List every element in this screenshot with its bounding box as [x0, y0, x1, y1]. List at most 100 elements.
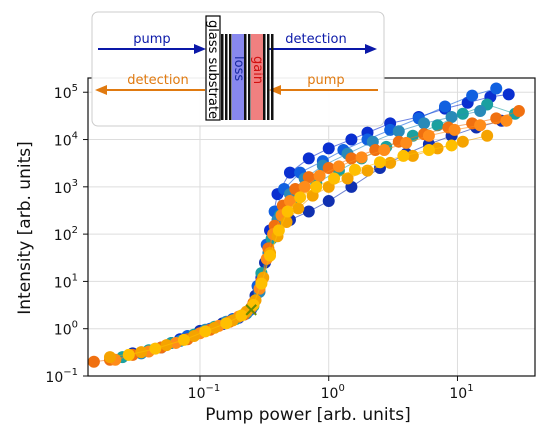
y-tick-label: 105 — [54, 83, 78, 102]
pump-bottom-arrowhead — [269, 85, 281, 95]
data-point — [280, 216, 293, 229]
y-tick-label: 104 — [54, 131, 78, 150]
bragg-mirror-middle — [244, 34, 251, 120]
bragg-mirror-right — [263, 34, 274, 120]
data-point — [87, 355, 100, 368]
schematic-inset: pump detection detection pump glass subs… — [91, 11, 385, 127]
data-point — [378, 144, 391, 157]
data-point — [422, 129, 435, 142]
data-point — [500, 114, 513, 127]
pump-bottom-label: pump — [307, 73, 344, 88]
data-point — [466, 89, 479, 102]
data-point — [302, 152, 315, 165]
data-point — [445, 139, 458, 152]
data-point — [512, 105, 525, 118]
data-point — [392, 125, 405, 138]
data-point — [456, 107, 469, 120]
data-point — [481, 129, 494, 142]
data-point — [332, 160, 345, 173]
data-point — [397, 149, 410, 162]
data-point — [418, 117, 431, 130]
data-point — [373, 156, 386, 169]
data-point — [422, 144, 435, 157]
data-point — [431, 119, 444, 132]
data-point — [220, 317, 233, 330]
data-points — [87, 82, 525, 368]
gain-layer — [251, 34, 263, 120]
data-point — [361, 164, 374, 177]
data-point — [302, 171, 315, 184]
detection-top-label: detection — [285, 32, 346, 47]
data-point — [313, 169, 326, 182]
y-axis-label: Intensity [arb. units] — [15, 141, 35, 314]
data-point — [474, 119, 487, 132]
data-point — [400, 136, 413, 149]
series-3 — [126, 114, 508, 360]
data-point — [255, 277, 268, 290]
data-point — [456, 135, 469, 148]
pump-top-label: pump — [133, 32, 170, 47]
data-point — [502, 88, 515, 101]
data-point — [490, 112, 503, 125]
data-point — [445, 110, 458, 123]
data-point — [149, 342, 162, 355]
data-point — [235, 309, 248, 322]
data-point — [272, 224, 285, 237]
detection-top-arrowhead — [365, 44, 377, 54]
data-point — [103, 351, 116, 364]
data-point — [345, 152, 358, 165]
data-point — [490, 82, 503, 95]
series-1 — [174, 88, 515, 346]
glass-substrate — [205, 15, 221, 121]
x-marker-stroke — [245, 304, 257, 316]
data-point — [345, 133, 358, 146]
data-point — [177, 333, 190, 346]
detection-bottom-arrowhead — [95, 85, 107, 95]
y-tick-label: 103 — [54, 178, 78, 197]
data-point — [448, 123, 461, 136]
loss-layer — [232, 34, 244, 120]
data-point — [302, 205, 315, 218]
data-point — [322, 162, 335, 175]
series-line — [132, 120, 502, 354]
x-marker — [245, 304, 257, 316]
data-point — [369, 144, 382, 157]
x-tick-label: 100 — [321, 383, 345, 402]
gain-label: gain — [250, 56, 265, 84]
data-point — [349, 163, 362, 176]
series-9 — [122, 139, 458, 361]
data-point — [283, 195, 296, 208]
data-point — [322, 142, 335, 155]
glass-substrate-label: glass substrate — [205, 20, 220, 119]
series-8 — [103, 129, 494, 364]
data-point — [439, 100, 452, 113]
data-point — [199, 325, 212, 338]
y-tick-label: 101 — [54, 272, 78, 291]
y-tick-label: 10−1 — [45, 367, 78, 386]
data-point — [294, 191, 307, 204]
x-tick-label: 10−1 — [188, 383, 221, 402]
data-point — [310, 180, 323, 193]
data-point — [283, 166, 296, 179]
data-point — [298, 180, 311, 193]
data-point — [328, 172, 341, 185]
y-tick-label: 102 — [54, 225, 78, 244]
data-point — [341, 172, 354, 185]
pump-top-arrowhead — [194, 44, 206, 54]
tick-labels: 10−1 100 101 10−1 100 101 102 103 104 105 — [45, 83, 473, 402]
data-point — [474, 105, 487, 118]
bragg-mirror-left — [221, 34, 232, 120]
data-point — [355, 151, 368, 164]
series-7 — [109, 114, 513, 366]
y-tick-label: 100 — [54, 320, 78, 339]
loss-label: loss — [231, 56, 246, 81]
data-point — [264, 249, 277, 262]
data-point — [292, 202, 305, 215]
data-point — [322, 195, 335, 208]
data-point — [122, 348, 135, 361]
data-point — [281, 205, 294, 218]
x-tick-label: 101 — [449, 383, 473, 402]
x-axis-label: Pump power [arb. units] — [205, 405, 411, 425]
detection-bottom-label: detection — [127, 73, 188, 88]
